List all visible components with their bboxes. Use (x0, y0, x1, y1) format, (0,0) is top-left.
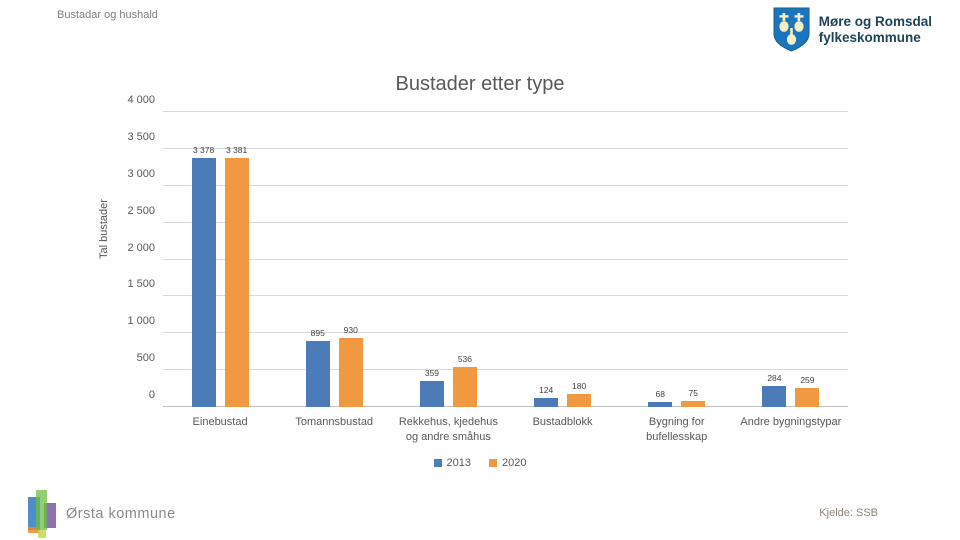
bar-2013 (762, 386, 787, 407)
bar-group: 359 536 (391, 112, 505, 407)
bar-column: 180 (567, 112, 592, 407)
x-category-label: Einebustad (192, 416, 248, 428)
bar-2013 (534, 397, 559, 407)
bar-2013 (305, 341, 330, 407)
x-category-label: Bustadblokk (532, 416, 593, 428)
y-tick-label: 3 500 (127, 130, 155, 143)
gridline (163, 184, 848, 186)
bar-value-label: 3 378 (192, 144, 215, 155)
bar-value-label: 930 (343, 325, 358, 336)
x-category-label: Bygning for bufellesskap (646, 416, 708, 443)
bar-value-label: 536 (457, 354, 472, 365)
chart-title: Bustader etter type (395, 73, 565, 95)
gridline (163, 332, 848, 334)
y-tick-label: 1 500 (127, 278, 155, 291)
bar-2020 (795, 387, 820, 407)
x-category-label: Rekkehus, kjedehus og andre småhus (398, 416, 498, 443)
bar-group: 68 75 (620, 112, 734, 407)
bar-group: 895 930 (277, 112, 391, 407)
bar-column: 895 (305, 112, 330, 407)
gridline (163, 406, 848, 407)
bar-value-label: 259 (800, 374, 815, 385)
bar-2020 (224, 157, 249, 407)
bar-2020 (452, 367, 477, 407)
legend-swatch-icon (489, 459, 497, 467)
bar-group: 124 180 (506, 112, 620, 407)
bar-value-label: 180 (571, 380, 587, 391)
source-note: Kjelde: SSB (819, 507, 878, 519)
y-tick-label: 4 000 (127, 94, 155, 106)
coat-of-arms-icon (773, 7, 810, 52)
bar-column: 259 (795, 112, 820, 407)
legend: 2013 2020 (110, 457, 850, 469)
legend-label: 2013 (446, 457, 471, 469)
bar-value-label: 284 (767, 373, 782, 384)
bar-2013 (648, 402, 673, 407)
x-category-label: Tomannsbustad (295, 416, 374, 428)
gridline (163, 221, 848, 223)
breadcrumb: Bustadar og hushald (57, 9, 158, 21)
bar-2013 (191, 157, 216, 407)
bar-2020 (338, 338, 363, 407)
bar-2020 (681, 401, 706, 407)
bar-column: 75 (681, 112, 706, 407)
y-tick-label: 0 (148, 389, 155, 401)
bar-column: 536 (452, 112, 477, 407)
y-tick-label: 1 000 (127, 315, 155, 328)
x-category-label: Andre bygningstypar (740, 416, 842, 428)
bar-value-label: 124 (538, 384, 554, 395)
bar-value-label: 68 (655, 389, 665, 399)
y-tick-label: 3 000 (127, 167, 155, 180)
bar-column: 68 (648, 112, 673, 407)
gridline (163, 369, 848, 371)
bar-column: 359 (419, 112, 444, 407)
org-name: Møre og Romsdal fylkeskommune (818, 13, 932, 45)
bar-value-label: 895 (310, 328, 325, 338)
y-tick-label: 500 (136, 352, 155, 365)
bar-column: 930 (338, 112, 363, 407)
legend-item-2020: 2020 (489, 457, 526, 469)
gridline (163, 295, 848, 297)
y-tick-label: 2 000 (127, 241, 155, 254)
bar-value-label: 359 (424, 367, 439, 378)
legend-item-2013: 2013 (433, 457, 471, 469)
gridline (163, 258, 848, 260)
bar-column: 124 (534, 112, 559, 407)
y-axis-title: Tal bustader (98, 199, 110, 259)
fylkeskommune-logo: Møre og Romsdal fylkeskommune (773, 7, 932, 52)
bar-value-label: 3 381 (225, 144, 248, 155)
bar-group: 284 259 (734, 112, 848, 407)
bar-group: 3 378 3 381 (163, 112, 277, 407)
gridline (163, 147, 848, 149)
bar-column: 3 378 (191, 112, 216, 407)
gridline (163, 111, 848, 112)
bar-2020 (567, 393, 592, 407)
bar-column: 284 (762, 112, 787, 407)
y-tick-label: 2 500 (127, 204, 155, 217)
bar-value-label: 75 (688, 388, 698, 399)
legend-label: 2020 (502, 457, 527, 469)
bar-2013 (419, 380, 444, 407)
municipality-name: Ørsta kommune (66, 506, 176, 522)
orsta-kommune-logo-icon (27, 487, 63, 538)
plot-area: 0 500 1 000 1 500 2 000 2 500 3 000 3 500 4 000 3… (127, 94, 848, 407)
x-axis-labels: Einebustad Tomannsbustad Rekkehus, kjedehu… (163, 415, 848, 444)
legend-swatch-icon (433, 459, 442, 467)
bar-column: 3 381 (224, 112, 249, 407)
